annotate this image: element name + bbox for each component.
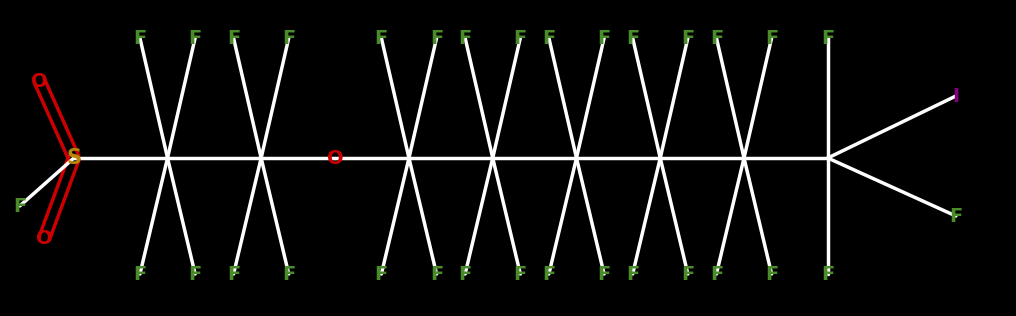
Text: F: F — [765, 28, 778, 47]
Text: F: F — [821, 264, 834, 283]
Text: O: O — [36, 228, 53, 247]
Text: F: F — [710, 264, 723, 283]
Text: F: F — [458, 264, 471, 283]
Text: F: F — [458, 28, 471, 47]
Text: O: O — [31, 71, 48, 90]
Text: F: F — [765, 264, 778, 283]
Text: F: F — [543, 264, 556, 283]
Text: F: F — [681, 28, 695, 47]
Text: F: F — [821, 28, 834, 47]
Text: F: F — [430, 264, 443, 283]
Text: F: F — [514, 28, 527, 47]
Text: I: I — [952, 87, 959, 106]
Text: F: F — [681, 264, 695, 283]
Text: F: F — [227, 28, 240, 47]
Text: F: F — [227, 264, 240, 283]
Text: F: F — [375, 264, 388, 283]
Text: F: F — [282, 28, 296, 47]
Text: F: F — [949, 206, 962, 226]
Text: F: F — [543, 28, 556, 47]
Text: F: F — [626, 264, 639, 283]
Text: O: O — [327, 149, 343, 167]
Text: F: F — [430, 28, 443, 47]
Text: F: F — [626, 28, 639, 47]
Text: F: F — [133, 264, 146, 283]
Text: S: S — [66, 148, 81, 168]
Text: F: F — [514, 264, 527, 283]
Text: F: F — [189, 264, 202, 283]
Text: F: F — [375, 28, 388, 47]
Text: F: F — [133, 28, 146, 47]
Text: F: F — [282, 264, 296, 283]
Text: F: F — [597, 28, 611, 47]
Text: F: F — [710, 28, 723, 47]
Text: F: F — [597, 264, 611, 283]
Text: F: F — [13, 197, 26, 216]
Text: F: F — [189, 28, 202, 47]
